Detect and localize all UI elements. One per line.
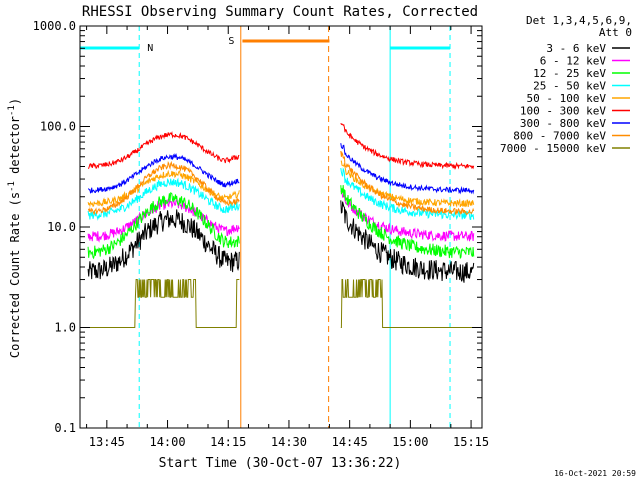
- series-line-8-before-gap: [88, 160, 240, 215]
- legend-label: 50 - 100 keV: [527, 92, 607, 105]
- legend-label: 6 - 12 keV: [540, 55, 607, 68]
- series-line-2-before-gap: [87, 198, 240, 243]
- legend-label: 300 - 800 keV: [520, 117, 606, 130]
- x-tick-label: 13:45: [89, 435, 125, 449]
- series-line-6-before-gap: [88, 130, 240, 169]
- legend-label: 100 - 300 keV: [520, 105, 606, 118]
- x-tick-label: 15:15: [453, 435, 489, 449]
- x-tick-label: 14:30: [271, 435, 307, 449]
- y-axis-label: Corrected Count Rate (s-1 detector-1): [7, 98, 22, 358]
- y-tick-label: 100.0: [40, 120, 76, 134]
- plot-area: NS: [79, 26, 475, 428]
- y-axis: 0.1 1.0 10.0 100.0 1000.0: [33, 19, 482, 435]
- series-line-5-after-gap: [340, 160, 475, 208]
- y-tick-label: 0.1: [54, 421, 76, 435]
- plot-border: [79, 25, 483, 429]
- footer-date: 16-Oct-2021 20:59: [554, 469, 636, 478]
- series-line-5-before-gap: [87, 169, 240, 208]
- series-line-3-after-gap: [340, 185, 475, 259]
- series-line-2-after-gap: [340, 189, 475, 242]
- plot-frame: [79, 25, 483, 429]
- series-line-3-before-gap: [87, 192, 240, 260]
- night-label: N: [147, 43, 153, 54]
- chart-title: RHESSI Observing Summary Count Rates, Co…: [82, 4, 478, 20]
- series-line-7-before-gap: [88, 152, 240, 194]
- legend-label: 800 - 7000 keV: [513, 130, 606, 143]
- series-line-4-before-gap: [87, 177, 240, 221]
- legend-label: 12 - 25 keV: [533, 67, 606, 80]
- x-tick-label: 14:00: [149, 435, 185, 449]
- x-axis-label: Start Time (30-Oct-07 13:36:22): [159, 456, 402, 471]
- series-line-1-before-gap: [87, 209, 240, 280]
- legend-header-line-2: Att 0: [599, 26, 632, 39]
- y-tick-label: 1.0: [54, 321, 76, 335]
- series-line-6-after-gap: [340, 122, 475, 170]
- x-axis: 13:45 14:00 14:15 14:30 14:45 15:00 15:15: [86, 26, 489, 449]
- series-line-1-after-gap: [340, 200, 475, 283]
- x-tick-label: 15:00: [392, 435, 428, 449]
- legend-label: 3 - 6 keV: [546, 42, 606, 55]
- y-tick-label: 10.0: [47, 220, 76, 234]
- series-line-7-after-gap: [340, 143, 475, 195]
- series-line-8-after-gap: [340, 150, 475, 216]
- legend-label: 25 - 50 keV: [533, 80, 606, 93]
- x-tick-label: 14:15: [210, 435, 246, 449]
- series-line-9-after-gap: [340, 279, 474, 328]
- saa-label: S: [228, 36, 234, 47]
- y-tick-label: 1000.0: [33, 19, 76, 33]
- x-tick-label: 14:45: [332, 435, 368, 449]
- series-line-9-before-gap: [88, 279, 240, 328]
- legend-label: 7000 - 15000 keV: [500, 142, 606, 155]
- legend-header-line-1: Det 1,3,4,5,6,9,: [526, 14, 632, 27]
